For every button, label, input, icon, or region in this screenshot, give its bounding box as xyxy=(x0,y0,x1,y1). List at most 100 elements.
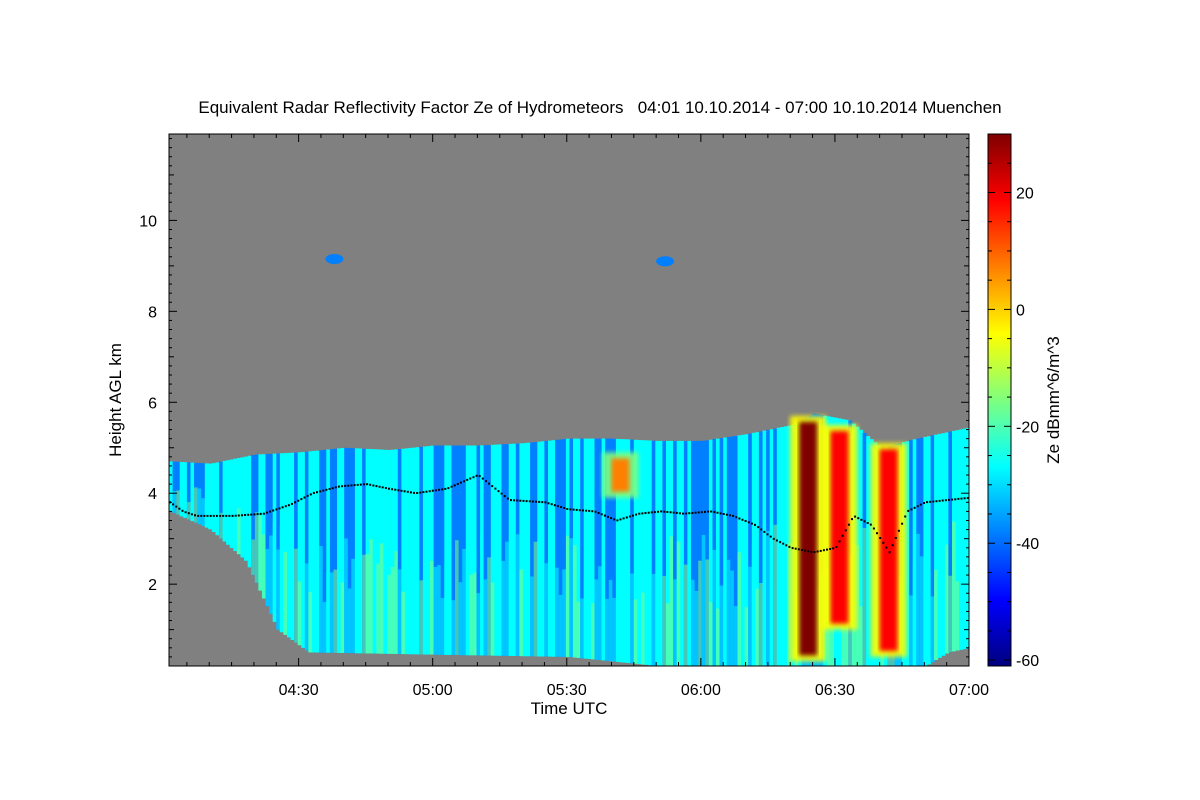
reflectivity-column xyxy=(955,430,960,651)
fall-streak xyxy=(587,592,592,659)
reflectivity-column xyxy=(594,438,599,660)
cloud-base-point xyxy=(172,503,175,506)
reflectivity-column xyxy=(240,457,245,558)
fall-streak xyxy=(927,541,931,665)
cloud-base-point xyxy=(697,511,700,514)
cloud-base-point xyxy=(472,476,475,479)
reflectivity-column xyxy=(859,429,864,666)
fall-streak xyxy=(472,572,477,656)
reflectivity-column xyxy=(276,453,281,630)
fall-streak xyxy=(254,512,259,583)
reflectivity-column xyxy=(430,445,434,655)
reflectivity-column xyxy=(419,446,424,655)
cloud-base-point xyxy=(935,500,938,503)
cloud-base-point xyxy=(363,483,365,486)
cloud-base-point xyxy=(948,498,950,501)
fall-streak xyxy=(354,563,359,654)
cloud-base-point xyxy=(178,507,181,510)
fall-streak xyxy=(265,549,270,607)
x-tick-label: 05:30 xyxy=(547,682,587,699)
reflectivity-column xyxy=(329,449,334,653)
reflectivity-column xyxy=(537,441,542,657)
cloud-base-point xyxy=(516,499,519,502)
fall-streak xyxy=(465,556,470,656)
fall-streak xyxy=(437,565,442,655)
cloud-base-point xyxy=(322,489,325,492)
fall-streak xyxy=(758,583,763,666)
reflectivity-column xyxy=(683,440,688,666)
fall-streak xyxy=(691,579,695,666)
cloud-base-point xyxy=(901,522,904,525)
reflectivity-column xyxy=(365,448,370,654)
cloud-base-point xyxy=(384,487,387,489)
fall-streak xyxy=(526,584,531,657)
fall-streak xyxy=(683,564,688,666)
cloud-base-point xyxy=(841,534,844,537)
fall-streak xyxy=(501,560,506,656)
fall-streak xyxy=(483,579,488,656)
cloud-base-point xyxy=(294,501,297,504)
reflectivity-column xyxy=(376,449,381,654)
cloud-base-point xyxy=(657,510,659,513)
cloud-base-point xyxy=(732,514,735,517)
cloud-base-point xyxy=(284,505,287,508)
fall-streak xyxy=(962,527,967,650)
reflectivity-column xyxy=(708,439,713,666)
fall-streak xyxy=(723,607,728,666)
cloud-base-point xyxy=(544,501,547,504)
fall-streak xyxy=(544,563,549,657)
reflectivity-column xyxy=(919,437,924,666)
cloud-base-point xyxy=(416,492,419,494)
fall-streak xyxy=(537,598,542,657)
fall-streak xyxy=(630,573,635,664)
reflectivity-column xyxy=(204,463,209,528)
cloud-base-point xyxy=(847,523,850,526)
fall-streak xyxy=(326,573,331,653)
cloud-base-point xyxy=(635,513,638,516)
cloud-base-point xyxy=(866,522,869,524)
cloud-base-point xyxy=(588,509,591,512)
cloud-base-point xyxy=(535,500,537,503)
cloud-base-point xyxy=(456,483,459,485)
fall-streak xyxy=(419,580,424,655)
colorbar-tick-label: -60 xyxy=(1016,653,1039,670)
cloud-base-point xyxy=(312,492,315,494)
fall-streak xyxy=(247,529,252,568)
cloud-base-point xyxy=(388,487,390,490)
reflectivity-column xyxy=(290,452,295,640)
cloud-base-point xyxy=(369,483,372,486)
fall-streak xyxy=(780,538,785,666)
fall-streak xyxy=(533,541,538,657)
cloud-base-point xyxy=(222,514,225,517)
cloud-base-point xyxy=(256,513,259,516)
cloud-base-point xyxy=(241,514,243,517)
reflectivity-column xyxy=(490,444,495,656)
reflectivity-column xyxy=(322,449,327,653)
fall-streak xyxy=(512,596,517,656)
cloud-base-point xyxy=(600,513,603,516)
cloud-base-point xyxy=(247,513,250,516)
fall-streak xyxy=(226,501,231,545)
fall-streak xyxy=(387,574,392,654)
cloud-base-point xyxy=(281,506,284,509)
reflectivity-column xyxy=(262,454,266,599)
cloud-base-point xyxy=(663,510,666,513)
cloud-base-point xyxy=(272,509,275,512)
cloud-base-point xyxy=(560,506,563,509)
cloud-base-point xyxy=(525,500,528,503)
cloud-base-point xyxy=(225,514,228,517)
reflectivity-column xyxy=(944,432,949,654)
fall-streak xyxy=(462,549,467,656)
reflectivity-column xyxy=(229,459,234,548)
reflectivity-column xyxy=(472,445,477,656)
fall-streak xyxy=(619,536,624,663)
cloud-base-point xyxy=(344,484,347,487)
fall-streak xyxy=(333,569,338,653)
fall-streak xyxy=(379,543,384,654)
cloud-base-point xyxy=(266,511,268,514)
cloud-base-point xyxy=(682,512,685,515)
reflectivity-field xyxy=(169,254,969,666)
colorbar-title: Ze dBmm^6/m^3 xyxy=(1044,336,1063,463)
cloud-base-point xyxy=(206,514,209,517)
